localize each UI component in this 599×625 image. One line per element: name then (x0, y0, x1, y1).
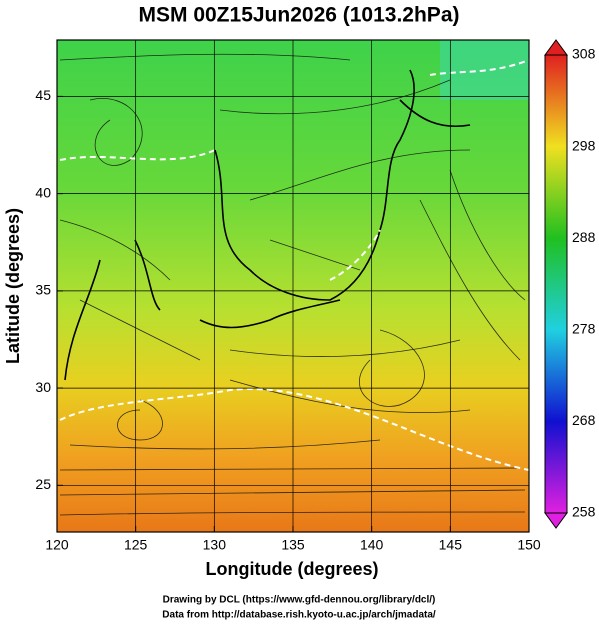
y-tick-label: 45 (35, 87, 51, 103)
colorbar-tick-label: 278 (572, 321, 596, 337)
streamlines (59, 53, 526, 516)
y-axis-label: Latitude (degrees) (3, 208, 23, 364)
x-axis-label: Longitude (degrees) (205, 559, 378, 579)
contours (59, 59, 529, 471)
y-tick-label: 30 (35, 379, 51, 395)
map-title: MSM 00Z15Jun2026 (1013.2hPa) (139, 4, 460, 27)
x-tick-label: 120 (45, 537, 69, 553)
colorbar-tick-label: 268 (572, 412, 596, 428)
y-tick-label: 25 (35, 476, 51, 492)
footer-line: Drawing by DCL (https://www.gfd-dennou.o… (163, 595, 436, 606)
colorbar (544, 39, 568, 529)
x-tick-label: 150 (517, 537, 541, 553)
y-tick-label: 35 (35, 282, 51, 298)
x-tick-label: 130 (203, 537, 227, 553)
colorbar-tick-label: 298 (572, 137, 596, 153)
coastline (64, 69, 471, 381)
colorbar-tick-label: 288 (572, 229, 596, 245)
y-tick-label: 40 (35, 184, 51, 200)
x-tick-label: 145 (439, 537, 463, 553)
footer-line: Data from http://database.rish.kyoto-u.a… (162, 610, 436, 621)
x-tick-label: 140 (360, 537, 384, 553)
colorbar-tick-label: 258 (572, 504, 596, 520)
plot-frame (56, 39, 530, 533)
colorbar-tick-label: 308 (572, 46, 596, 62)
x-tick-label: 125 (124, 537, 148, 553)
x-tick-label: 135 (281, 537, 305, 553)
